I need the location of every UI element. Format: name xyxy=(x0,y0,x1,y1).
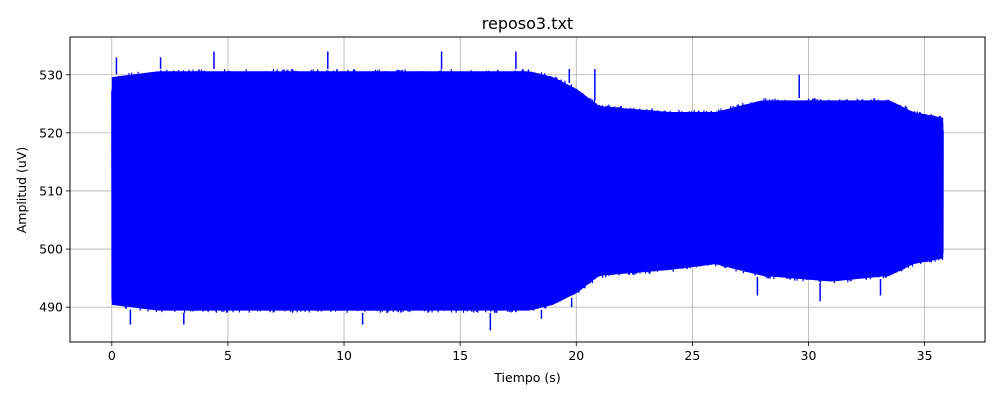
x-tick-label: 15 xyxy=(452,348,468,363)
y-tick-label: 510 xyxy=(39,183,63,198)
x-axis-label: Tiempo (s) xyxy=(493,370,560,385)
x-tick-label: 30 xyxy=(801,348,817,363)
signal-series-band xyxy=(111,71,944,311)
x-tick-label: 0 xyxy=(108,348,116,363)
plot-area xyxy=(111,51,944,331)
y-tick-label: 530 xyxy=(39,67,63,82)
x-tick-label: 25 xyxy=(684,348,700,363)
x-tick-label: 20 xyxy=(568,348,584,363)
y-axis-label: Amplitud (uV) xyxy=(14,147,29,234)
y-tick-label: 490 xyxy=(39,300,63,315)
x-tick-label: 10 xyxy=(336,348,352,363)
axes-frame xyxy=(69,36,986,343)
x-tick-label: 35 xyxy=(917,348,933,363)
y-tick-label: 520 xyxy=(39,125,63,140)
x-tick-label: 5 xyxy=(224,348,232,363)
y-tick-label: 500 xyxy=(39,242,63,257)
chart-title: reposo3.txt xyxy=(482,14,573,33)
